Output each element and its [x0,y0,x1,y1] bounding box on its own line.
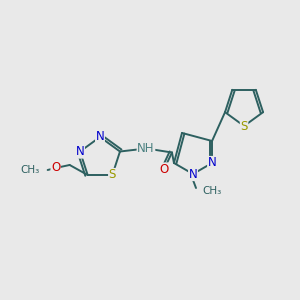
Text: N: N [76,145,84,158]
Text: S: S [240,119,248,133]
Text: S: S [109,169,116,182]
Text: N: N [96,130,104,143]
Text: N: N [189,167,197,181]
Text: CH₃: CH₃ [202,186,221,196]
Text: O: O [159,163,169,176]
Text: O: O [51,161,60,175]
Text: N: N [208,157,216,169]
Text: NH: NH [137,142,155,155]
Text: CH₃: CH₃ [20,165,40,175]
